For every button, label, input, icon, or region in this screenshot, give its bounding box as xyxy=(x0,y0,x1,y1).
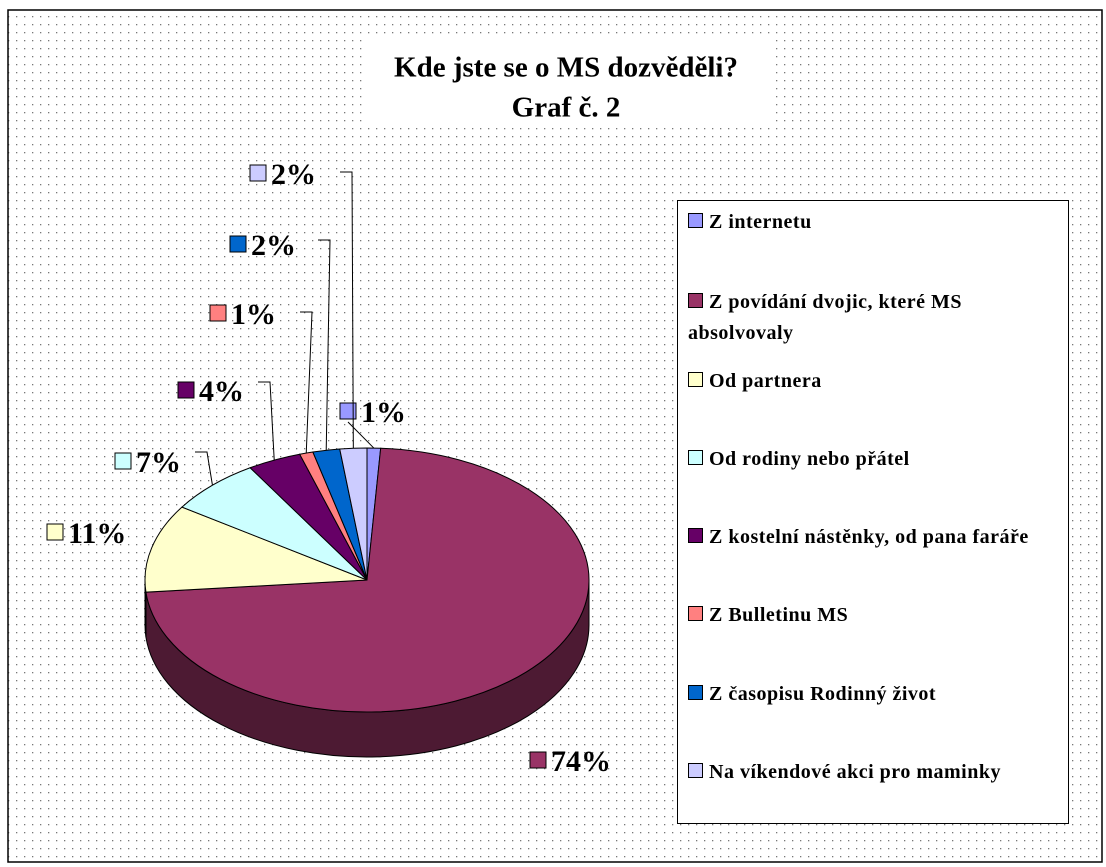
legend-label: Na víkendové akci pro maminky xyxy=(709,761,1001,783)
data-label: 2% xyxy=(251,229,296,262)
legend-swatch xyxy=(688,213,703,228)
data-label: 1% xyxy=(361,396,406,429)
legend-item: Na víkendové akci pro maminky xyxy=(688,757,1058,788)
leader-line xyxy=(318,239,331,451)
legend-swatch xyxy=(688,685,703,700)
label-swatch xyxy=(339,402,357,420)
legend-label: Z kostelní nástěnky, od pana faráře xyxy=(709,526,1029,548)
legend-label: Z internetu xyxy=(709,211,812,233)
leader-line xyxy=(347,421,375,449)
leader-line xyxy=(340,171,354,449)
label-swatch xyxy=(249,164,267,182)
legend-label: Od partnera xyxy=(709,370,822,392)
legend-item: Z kostelní nástěnky, od pana faráře xyxy=(688,522,1058,553)
data-label: 74% xyxy=(551,745,611,778)
leader-line xyxy=(258,381,275,461)
label-swatch xyxy=(229,235,247,253)
legend-item: Od partnera xyxy=(688,366,1058,397)
label-swatch xyxy=(529,751,547,769)
pie-slice xyxy=(145,447,590,713)
legend-swatch xyxy=(688,528,703,543)
legend-swatch xyxy=(688,606,703,621)
chart-title: Kde jste se o MS dozvěděli? xyxy=(394,52,738,84)
leader-line xyxy=(300,311,313,454)
label-swatch xyxy=(177,381,195,399)
legend-label: Od rodiny nebo přátel xyxy=(709,448,910,470)
data-label: 1% xyxy=(231,298,276,331)
legend-swatch xyxy=(688,293,703,308)
legend-item: Z časopisu Rodinný život xyxy=(688,679,1058,710)
legend-item: Od rodiny nebo přátel xyxy=(688,444,1058,475)
title-box xyxy=(362,40,770,128)
leader-line xyxy=(195,451,213,486)
label-swatch xyxy=(209,304,227,322)
legend-swatch xyxy=(688,450,703,465)
legend-label: Z povídání dvojic, které MS absolvovaly xyxy=(688,291,962,344)
data-label: 2% xyxy=(271,158,316,191)
legend-swatch xyxy=(688,763,703,778)
legend-label: Z Bulletinu MS xyxy=(709,604,849,626)
legend-item: Z Bulletinu MS xyxy=(688,600,1058,631)
legend-item: Z internetu xyxy=(688,207,1058,238)
label-swatch xyxy=(114,452,132,470)
legend: Z internetu Z povídání dvojic, které MS a… xyxy=(677,200,1069,824)
label-swatch xyxy=(46,523,64,541)
data-label: 11% xyxy=(68,517,126,550)
pie-slice xyxy=(144,506,368,593)
chart-subtitle: Graf č. 2 xyxy=(512,92,621,124)
legend-label: Z časopisu Rodinný život xyxy=(709,683,937,705)
legend-item: Z povídání dvojic, které MS absolvovaly xyxy=(688,287,1058,349)
data-label: 7% xyxy=(136,446,181,479)
legend-swatch xyxy=(688,372,703,387)
data-label: 4% xyxy=(199,375,244,408)
